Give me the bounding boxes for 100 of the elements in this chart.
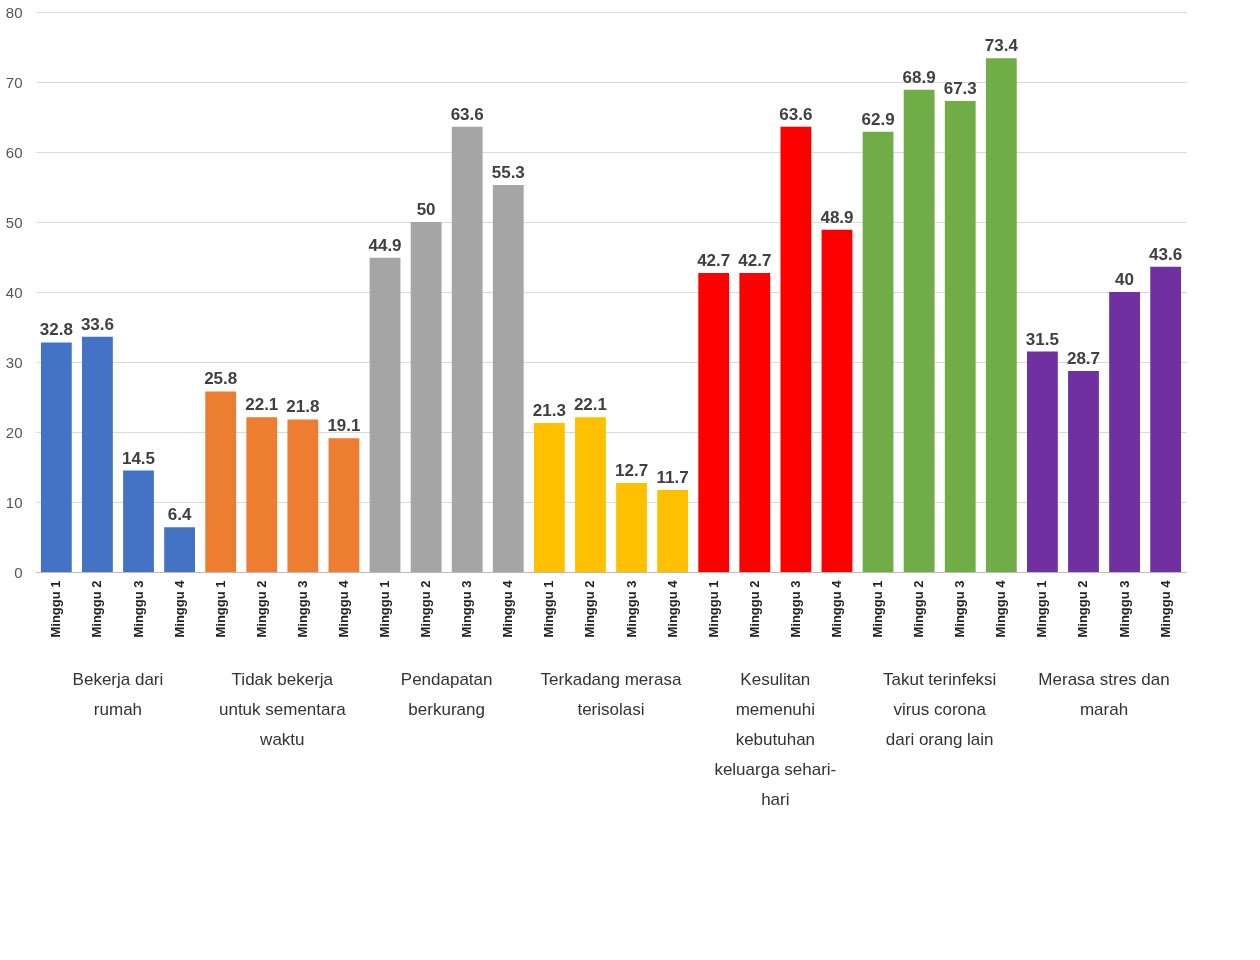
data-label: 21.8 <box>286 397 320 417</box>
x-tick-label: Minggu 2 <box>418 580 434 638</box>
x-tick-label: Minggu 1 <box>377 580 393 638</box>
bar <box>985 58 1017 572</box>
x-tick-label: Minggu 3 <box>623 580 639 638</box>
bar <box>780 126 812 572</box>
x-tick-label: Minggu 1 <box>870 580 886 638</box>
data-label: 28.7 <box>1066 349 1101 369</box>
data-label: 31.5 <box>1025 329 1059 349</box>
bar <box>123 470 154 572</box>
bar <box>205 391 237 572</box>
x-tick-label: Minggu 2 <box>1075 580 1091 638</box>
data-label: 42.7 <box>738 251 772 271</box>
bar <box>1068 371 1099 572</box>
bar <box>1109 292 1140 572</box>
data-label: 22.1 <box>573 395 607 415</box>
bar <box>369 257 401 572</box>
x-tick-label: Minggu 1 <box>48 580 64 638</box>
bar <box>1150 266 1182 572</box>
y-tick-label: 50 <box>5 213 23 231</box>
data-label: 6.4 <box>167 505 192 525</box>
bar <box>82 336 113 572</box>
data-label: 62.9 <box>861 109 895 129</box>
data-label: 14.5 <box>121 448 156 468</box>
bar <box>40 342 72 572</box>
data-label: 50 <box>416 200 436 219</box>
data-label: 11.7 <box>656 468 689 488</box>
bar <box>533 422 565 572</box>
data-label: 73.4 <box>984 36 1019 56</box>
bar <box>821 229 853 572</box>
x-tick-label: Minggu 2 <box>253 580 269 638</box>
text: Takut terinfeksi virus corona dari orang lain <box>882 670 997 749</box>
x-tick-label: Minggu 4 <box>664 579 680 638</box>
y-tick-label: 40 <box>5 283 23 301</box>
text: Tidak bekerja untuk sementara waktu <box>218 670 347 749</box>
x-tick-label: Minggu 3 <box>952 580 968 638</box>
y-tick-label: 30 <box>5 353 23 371</box>
bar <box>1027 351 1058 572</box>
y-tick-label: 70 <box>5 73 23 91</box>
bar <box>328 438 360 572</box>
x-tick-label: Minggu 4 <box>335 579 351 638</box>
x-tick-label: Minggu 2 <box>911 580 927 638</box>
y-tick-label: 60 <box>5 143 23 161</box>
data-label: 25.8 <box>204 369 238 389</box>
x-tick-label: Minggu 3 <box>1116 580 1132 638</box>
y-tick-label: 0 <box>14 563 23 581</box>
x-tick-label: Minggu 1 <box>705 580 721 638</box>
data-label: 33.6 <box>80 314 114 334</box>
data-label: 63.6 <box>779 104 813 124</box>
x-tick-label: Minggu 3 <box>130 580 146 638</box>
x-tick-label: Minggu 4 <box>171 579 187 638</box>
x-tick-label: Minggu 2 <box>89 580 105 638</box>
x-tick-label: Minggu 1 <box>1034 580 1050 638</box>
data-label: 19.1 <box>327 416 361 436</box>
data-label: 44.9 <box>368 235 402 255</box>
y-tick-label: 80 <box>5 3 23 21</box>
data-label: 32.8 <box>39 320 73 340</box>
data-label: 40 <box>1115 270 1135 289</box>
x-tick-label: Minggu 3 <box>459 580 475 638</box>
bar <box>862 131 894 572</box>
y-tick-label: 10 <box>5 493 23 511</box>
x-tick-label: Minggu 4 <box>828 579 844 638</box>
data-label: 43.6 <box>1149 244 1183 264</box>
x-tick-label: Minggu 4 <box>1157 579 1173 638</box>
y-tick-label: 20 <box>5 423 23 441</box>
bar <box>575 417 606 572</box>
bar <box>287 419 319 572</box>
data-label: 68.9 <box>902 67 936 87</box>
bar <box>410 222 442 572</box>
text: Pendapatan berkurang <box>400 670 493 719</box>
bar <box>246 417 278 572</box>
bar <box>903 89 935 572</box>
data-label: 42.7 <box>697 251 731 271</box>
bar <box>698 273 730 572</box>
data-label: 67.3 <box>943 78 977 98</box>
text: Bekerja dari rumah <box>72 670 164 719</box>
data-label: 22.1 <box>245 395 279 415</box>
data-label: 21.3 <box>532 400 566 420</box>
x-tick-label: Minggu 4 <box>500 579 516 638</box>
text: Merasa stres dan marah <box>1038 670 1170 719</box>
bar <box>492 184 524 572</box>
x-tick-label: Minggu 4 <box>993 579 1009 638</box>
x-tick-label: Minggu 2 <box>746 580 762 638</box>
data-label: 48.9 <box>820 207 854 227</box>
x-tick-label: Minggu 1 <box>541 580 557 638</box>
data-label: 55.3 <box>491 162 525 182</box>
x-tick-label: Minggu 3 <box>294 580 310 638</box>
bar <box>657 490 689 572</box>
text: Terkadang merasa terisolasi <box>540 670 682 719</box>
x-tick-label: Minggu 2 <box>582 580 598 638</box>
x-tick-label: Minggu 3 <box>787 580 803 638</box>
data-label: 12.7 <box>615 461 649 481</box>
bar <box>164 527 195 572</box>
bar <box>944 100 976 572</box>
data-label: 63.6 <box>450 104 484 124</box>
bar <box>739 273 771 572</box>
bar <box>616 483 647 572</box>
text: Kesulitan memenuhi kebutuhan keluarga sehari-hari <box>714 670 837 809</box>
bar <box>451 126 483 572</box>
x-tick-label: Minggu 1 <box>212 580 228 638</box>
